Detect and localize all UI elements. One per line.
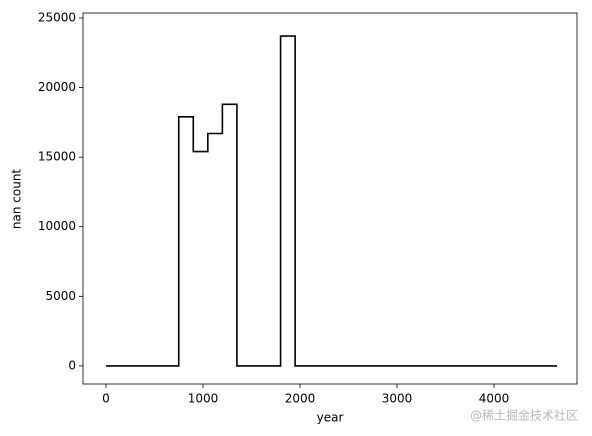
y-tick-label: 25000 bbox=[38, 11, 76, 25]
x-tick-label: 1000 bbox=[188, 392, 219, 406]
y-tick-label: 10000 bbox=[38, 219, 76, 233]
plot-frame bbox=[82, 12, 578, 385]
data-line bbox=[105, 35, 558, 367]
x-tick-label: 3000 bbox=[382, 392, 413, 406]
x-tick-label: 0 bbox=[102, 392, 110, 406]
x-axis-label: year bbox=[317, 411, 344, 425]
y-tick-label: 5000 bbox=[45, 289, 76, 303]
y-tick-label: 0 bbox=[68, 358, 76, 372]
y-tick-label: 15000 bbox=[38, 150, 76, 164]
x-tick-label: 4000 bbox=[479, 392, 510, 406]
watermark: @稀土掘金技术社区 bbox=[470, 408, 578, 423]
y-tick-label: 20000 bbox=[38, 80, 76, 94]
y-axis-label: nan count bbox=[10, 169, 24, 230]
x-tick-label: 2000 bbox=[285, 392, 316, 406]
